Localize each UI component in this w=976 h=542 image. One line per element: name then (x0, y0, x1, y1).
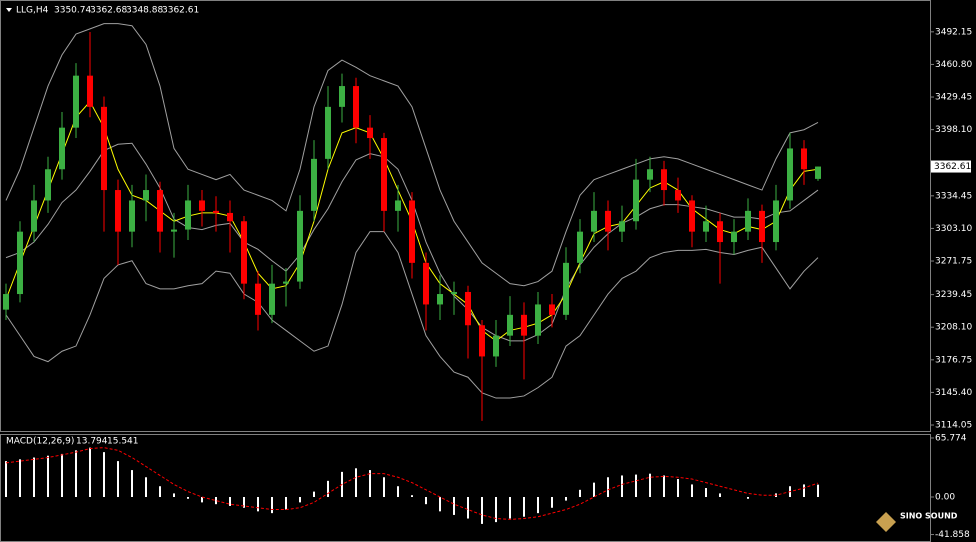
candle-body (227, 212, 233, 222)
candle-body (395, 200, 401, 211)
candle-body (73, 75, 79, 128)
menu-arrow[interactable] (6, 8, 12, 12)
price-box (931, 160, 971, 173)
candle-body (45, 169, 51, 201)
candle-body (157, 190, 163, 232)
candle-body (493, 335, 499, 357)
candle-body (17, 231, 23, 295)
candle-body (507, 314, 513, 336)
y-tick-label: 3429.45 (935, 93, 972, 103)
y-tick-label: 65.774 (935, 433, 967, 443)
y-tick-label: 3176.75 (935, 355, 972, 365)
candle-body (717, 221, 723, 243)
candle-body (3, 294, 9, 310)
candle-body (339, 86, 345, 107)
candle-body (563, 262, 569, 315)
candle-body (199, 200, 205, 211)
candle-body (633, 179, 639, 222)
y-tick-label: 3398.10 (935, 125, 972, 135)
candle-body (465, 291, 471, 326)
y-tick-label: 3145.40 (935, 388, 972, 398)
candle-body (605, 210, 611, 232)
line-series (5, 231, 819, 399)
y-tick-label: 3460.80 (935, 60, 972, 70)
candle-body (773, 200, 779, 243)
line-series (5, 447, 819, 520)
close-value: 3362.61 (162, 6, 199, 16)
candle-body (409, 200, 415, 263)
candle-body (213, 210, 219, 213)
candle-body (759, 210, 765, 243)
candle-body (549, 304, 555, 315)
candle-body (535, 304, 541, 336)
candle-body (731, 231, 737, 243)
y-tick-label: 3114.05 (935, 421, 972, 431)
candle-body (283, 281, 289, 284)
candle-body (185, 200, 191, 230)
y-tick-label: 3208.10 (935, 323, 972, 333)
candle-body (87, 75, 93, 107)
candle-body (143, 190, 149, 201)
candle-body (787, 148, 793, 201)
y-tick-label: 3492.15 (935, 27, 972, 37)
high-value: 3362.68 (90, 6, 127, 16)
candle-body (241, 221, 247, 284)
watermark: SINO SOUND (876, 512, 958, 532)
candle-body (675, 190, 681, 201)
y-tick-label: 3239.45 (935, 290, 972, 300)
line-series (5, 23, 819, 287)
candle-body (647, 169, 653, 180)
chart-title: LLG,H4 (16, 6, 49, 16)
candle-body (115, 190, 121, 232)
candle-body (703, 221, 709, 232)
candle-body (619, 221, 625, 232)
candle-body (521, 314, 527, 336)
candle-body (381, 138, 387, 211)
candle-body (101, 106, 107, 191)
y-tick-label: 0.00 (935, 492, 955, 502)
candle-body (423, 262, 429, 305)
candle-body (479, 325, 485, 357)
candle-body (255, 283, 261, 315)
candle-body (311, 158, 317, 211)
y-tick-label: 3334.45 (935, 191, 972, 201)
candle-body (59, 127, 65, 170)
candle-body (367, 127, 373, 139)
candle-body (297, 210, 303, 282)
candle-body (689, 200, 695, 232)
y-tick-label: 3271.75 (935, 257, 972, 267)
price-panel (0, 0, 931, 432)
y-tick-label: -41.858 (935, 530, 970, 540)
candle-body (269, 283, 275, 315)
candle-body (129, 200, 135, 232)
candle-body (171, 229, 177, 232)
watermark-text: SINO SOUND (900, 512, 958, 521)
macd-hist-value: 13.794 (76, 437, 108, 447)
candle-body (745, 210, 751, 232)
candle-body (437, 294, 443, 305)
candle-body (801, 148, 807, 170)
candle-body (661, 169, 667, 191)
candle-body (451, 291, 457, 295)
macd-signal-value: 15.541 (107, 437, 139, 447)
candle-body (577, 231, 583, 263)
candle-body (591, 210, 597, 232)
current-price: 3362.61 (934, 162, 971, 172)
candle-body (325, 106, 331, 159)
candle-body (353, 86, 359, 128)
candle-body (815, 166, 821, 179)
y-tick-label: 3303.10 (935, 224, 972, 234)
candle-body (31, 200, 37, 232)
open-value: 3350.74 (54, 6, 91, 16)
low-value: 3348.88 (126, 6, 163, 16)
macd-title: MACD(12,26,9) (6, 437, 74, 447)
